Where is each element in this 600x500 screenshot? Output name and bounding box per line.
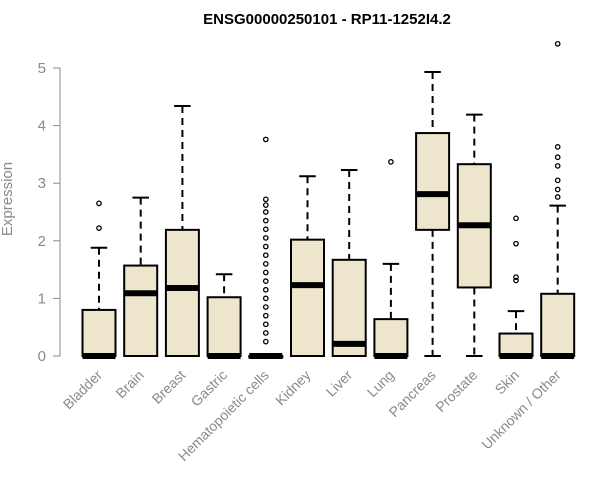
outlier-point xyxy=(262,295,269,302)
y-axis-label: Expression xyxy=(0,162,16,236)
outlier-point xyxy=(554,40,561,47)
outlier-point xyxy=(262,209,269,215)
outlier-point xyxy=(262,278,269,284)
box-group xyxy=(415,71,451,357)
x-category-label: Lung xyxy=(364,367,397,400)
y-tick-label: 4 xyxy=(38,118,46,135)
x-category-label: Skin xyxy=(492,367,523,398)
y-tick-label: 2 xyxy=(38,233,46,250)
outlier-point xyxy=(554,177,561,184)
iqr-box xyxy=(331,258,367,358)
outlier-point xyxy=(262,338,269,345)
iqr-box xyxy=(498,332,534,358)
y-tick-label: 0 xyxy=(38,348,46,365)
x-category-label: Breast xyxy=(149,367,189,407)
outlier-point xyxy=(554,186,561,193)
outlier-point xyxy=(262,202,269,208)
box-group xyxy=(456,113,492,357)
outlier-point xyxy=(262,136,269,143)
x-category-label: Liver xyxy=(323,367,356,400)
outlier-point xyxy=(96,200,102,207)
outlier-point xyxy=(262,304,269,310)
outlier-point xyxy=(554,163,561,169)
outlier-point xyxy=(262,312,269,319)
iqr-box xyxy=(415,132,451,231)
outlier-point xyxy=(262,269,269,276)
box-group xyxy=(248,136,284,359)
outlier-point xyxy=(554,154,561,161)
boxes-group xyxy=(81,40,576,359)
outlier-point xyxy=(262,286,269,293)
y-tick-label: 3 xyxy=(38,175,46,192)
y-axis: 0 1 2 3 4 5 xyxy=(38,60,61,365)
box-group xyxy=(164,105,200,357)
iqr-box xyxy=(540,292,576,357)
outlier-point xyxy=(554,194,561,200)
x-category-label: Brain xyxy=(112,367,146,401)
outlier-point xyxy=(262,321,269,328)
box-group xyxy=(123,196,159,357)
x-category-label: Kidney xyxy=(272,367,314,409)
box-group xyxy=(206,273,242,359)
outlier-point xyxy=(262,235,269,241)
x-category-label: Unknown / Other xyxy=(478,367,564,453)
outlier-point xyxy=(513,277,519,284)
iqr-box xyxy=(373,318,409,357)
iqr-box xyxy=(290,238,325,357)
iqr-box xyxy=(206,296,242,357)
outlier-point xyxy=(388,159,394,165)
outlier-point xyxy=(513,274,519,280)
iqr-box xyxy=(81,308,117,358)
box-group xyxy=(373,159,409,359)
iqr-box xyxy=(164,228,200,357)
box-group xyxy=(540,40,576,359)
outlier-point xyxy=(262,330,269,336)
outlier-point xyxy=(554,144,561,150)
box-group xyxy=(331,168,367,358)
box-group xyxy=(81,200,117,359)
outlier-point xyxy=(262,260,269,267)
outlier-point xyxy=(262,243,269,250)
outlier-point xyxy=(513,215,519,222)
y-tick-label: 5 xyxy=(38,60,46,77)
outlier-point xyxy=(262,226,269,233)
x-category-label: Prostate xyxy=(432,367,480,415)
outlier-point xyxy=(262,196,269,203)
outlier-point xyxy=(262,252,269,259)
box-group xyxy=(498,215,534,359)
chart-title: ENSG00000250101 - RP11-1252I4.2 xyxy=(203,11,451,28)
box-group xyxy=(290,175,325,357)
outlier-point xyxy=(96,225,102,231)
outlier-point xyxy=(262,217,269,224)
y-tick-label: 1 xyxy=(38,290,46,307)
outlier-point xyxy=(513,240,519,247)
iqr-box xyxy=(123,264,159,357)
x-category-label: Bladder xyxy=(60,367,106,413)
